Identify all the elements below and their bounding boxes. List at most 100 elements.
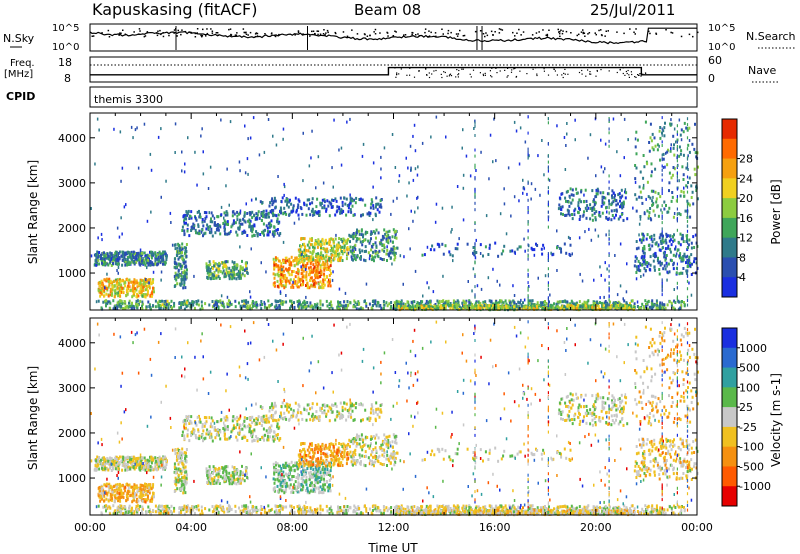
- power-cell: [563, 299, 566, 303]
- power-cell: [245, 202, 247, 206]
- power-cell: [311, 129, 313, 133]
- power-cell: [129, 255, 132, 259]
- power-cell: [201, 228, 204, 232]
- nsearch-dot: [181, 29, 183, 31]
- power-cell: [393, 305, 396, 309]
- nave-dot: [431, 73, 433, 75]
- power-cell: [608, 118, 610, 122]
- power-cell: [212, 266, 214, 270]
- power-cell: [273, 196, 276, 200]
- power-cell: [164, 254, 167, 258]
- nsearch-dot: [379, 32, 381, 34]
- power-cell: [282, 137, 284, 141]
- power-cell: [476, 284, 479, 288]
- power-cell: [608, 120, 610, 123]
- power-cell: [474, 177, 476, 181]
- nsearch-dot: [234, 34, 237, 36]
- power-cell: [144, 279, 147, 283]
- power-cell: [170, 299, 173, 303]
- power-cell: [414, 149, 417, 153]
- power-cell: [282, 276, 285, 280]
- nsearch-dot: [314, 33, 316, 35]
- power-cell: [101, 259, 103, 263]
- power-cell: [198, 229, 201, 233]
- power-cell: [249, 290, 251, 294]
- power-cell: [494, 305, 497, 309]
- power-cell: [697, 165, 699, 169]
- power-cell: [271, 197, 274, 201]
- power-cell: [183, 221, 185, 225]
- power-cell: [321, 256, 324, 260]
- nave-dot: [510, 71, 513, 73]
- power-cell: [184, 286, 187, 290]
- power-cell: [365, 282, 368, 286]
- power-cell: [324, 262, 326, 266]
- nsearch-dot: [498, 28, 501, 30]
- nsearch-dot: [146, 31, 149, 33]
- power-cell: [139, 253, 141, 257]
- power-cell: [541, 139, 543, 142]
- power-cell: [663, 126, 666, 130]
- power-cell: [213, 264, 216, 268]
- power-cell: [565, 199, 567, 203]
- power-cell: [382, 300, 385, 303]
- power-cell: [347, 210, 350, 214]
- power-cell: [649, 217, 652, 220]
- power-cell: [302, 263, 305, 267]
- power-cell: [682, 173, 685, 177]
- power-cell: [272, 201, 275, 205]
- power-cell: [340, 210, 343, 214]
- power-cell: [107, 285, 110, 289]
- power-cell: [297, 270, 300, 274]
- power-cell: [140, 278, 143, 282]
- power-cell: [375, 236, 377, 240]
- power-cell: [438, 245, 441, 249]
- power-cell: [123, 251, 126, 255]
- power-cell: [185, 210, 188, 214]
- power-cell: [317, 262, 320, 266]
- power-cell: [273, 225, 276, 229]
- power-cell: [642, 176, 645, 180]
- power-cell: [608, 229, 610, 233]
- power-cell: [572, 193, 575, 197]
- power-cell: [650, 237, 653, 241]
- power-cell: [437, 301, 440, 305]
- power-cell: [256, 234, 259, 238]
- power-cell: [355, 231, 358, 235]
- power-cell: [615, 209, 618, 213]
- nsearch-dot: [176, 35, 178, 37]
- power-cell: [326, 199, 329, 203]
- nsearch-dot: [228, 28, 230, 31]
- power-cell: [500, 252, 503, 256]
- power-cell: [262, 209, 265, 213]
- power-cell: [523, 304, 526, 308]
- power-cell: [140, 262, 143, 265]
- power-cell: [315, 259, 318, 263]
- power-cell: [525, 305, 528, 309]
- power-cell: [353, 235, 356, 239]
- nsearch-dot: [194, 36, 197, 38]
- power-cell: [327, 284, 330, 288]
- power-cell: [527, 288, 529, 292]
- power-cell: [98, 254, 101, 258]
- power-cell: [693, 257, 696, 261]
- power-cell: [297, 302, 300, 306]
- power-cell: [139, 248, 142, 252]
- power-cell: [651, 240, 654, 244]
- power-cell: [680, 258, 683, 262]
- power-cell: [670, 143, 672, 147]
- power-cell: [142, 282, 145, 286]
- power-cell: [104, 299, 106, 303]
- power-cell: [585, 199, 588, 203]
- power-cell: [566, 122, 568, 125]
- power-cell: [570, 306, 573, 310]
- power-cell: [97, 289, 100, 293]
- power-cell: [666, 303, 669, 307]
- power-cell: [370, 244, 373, 248]
- power-cell: [343, 238, 346, 242]
- power-cell: [274, 205, 277, 209]
- power-cell: [566, 132, 568, 136]
- power-cell: [104, 262, 107, 266]
- power-cell: [317, 242, 320, 246]
- power-cell: [314, 259, 317, 262]
